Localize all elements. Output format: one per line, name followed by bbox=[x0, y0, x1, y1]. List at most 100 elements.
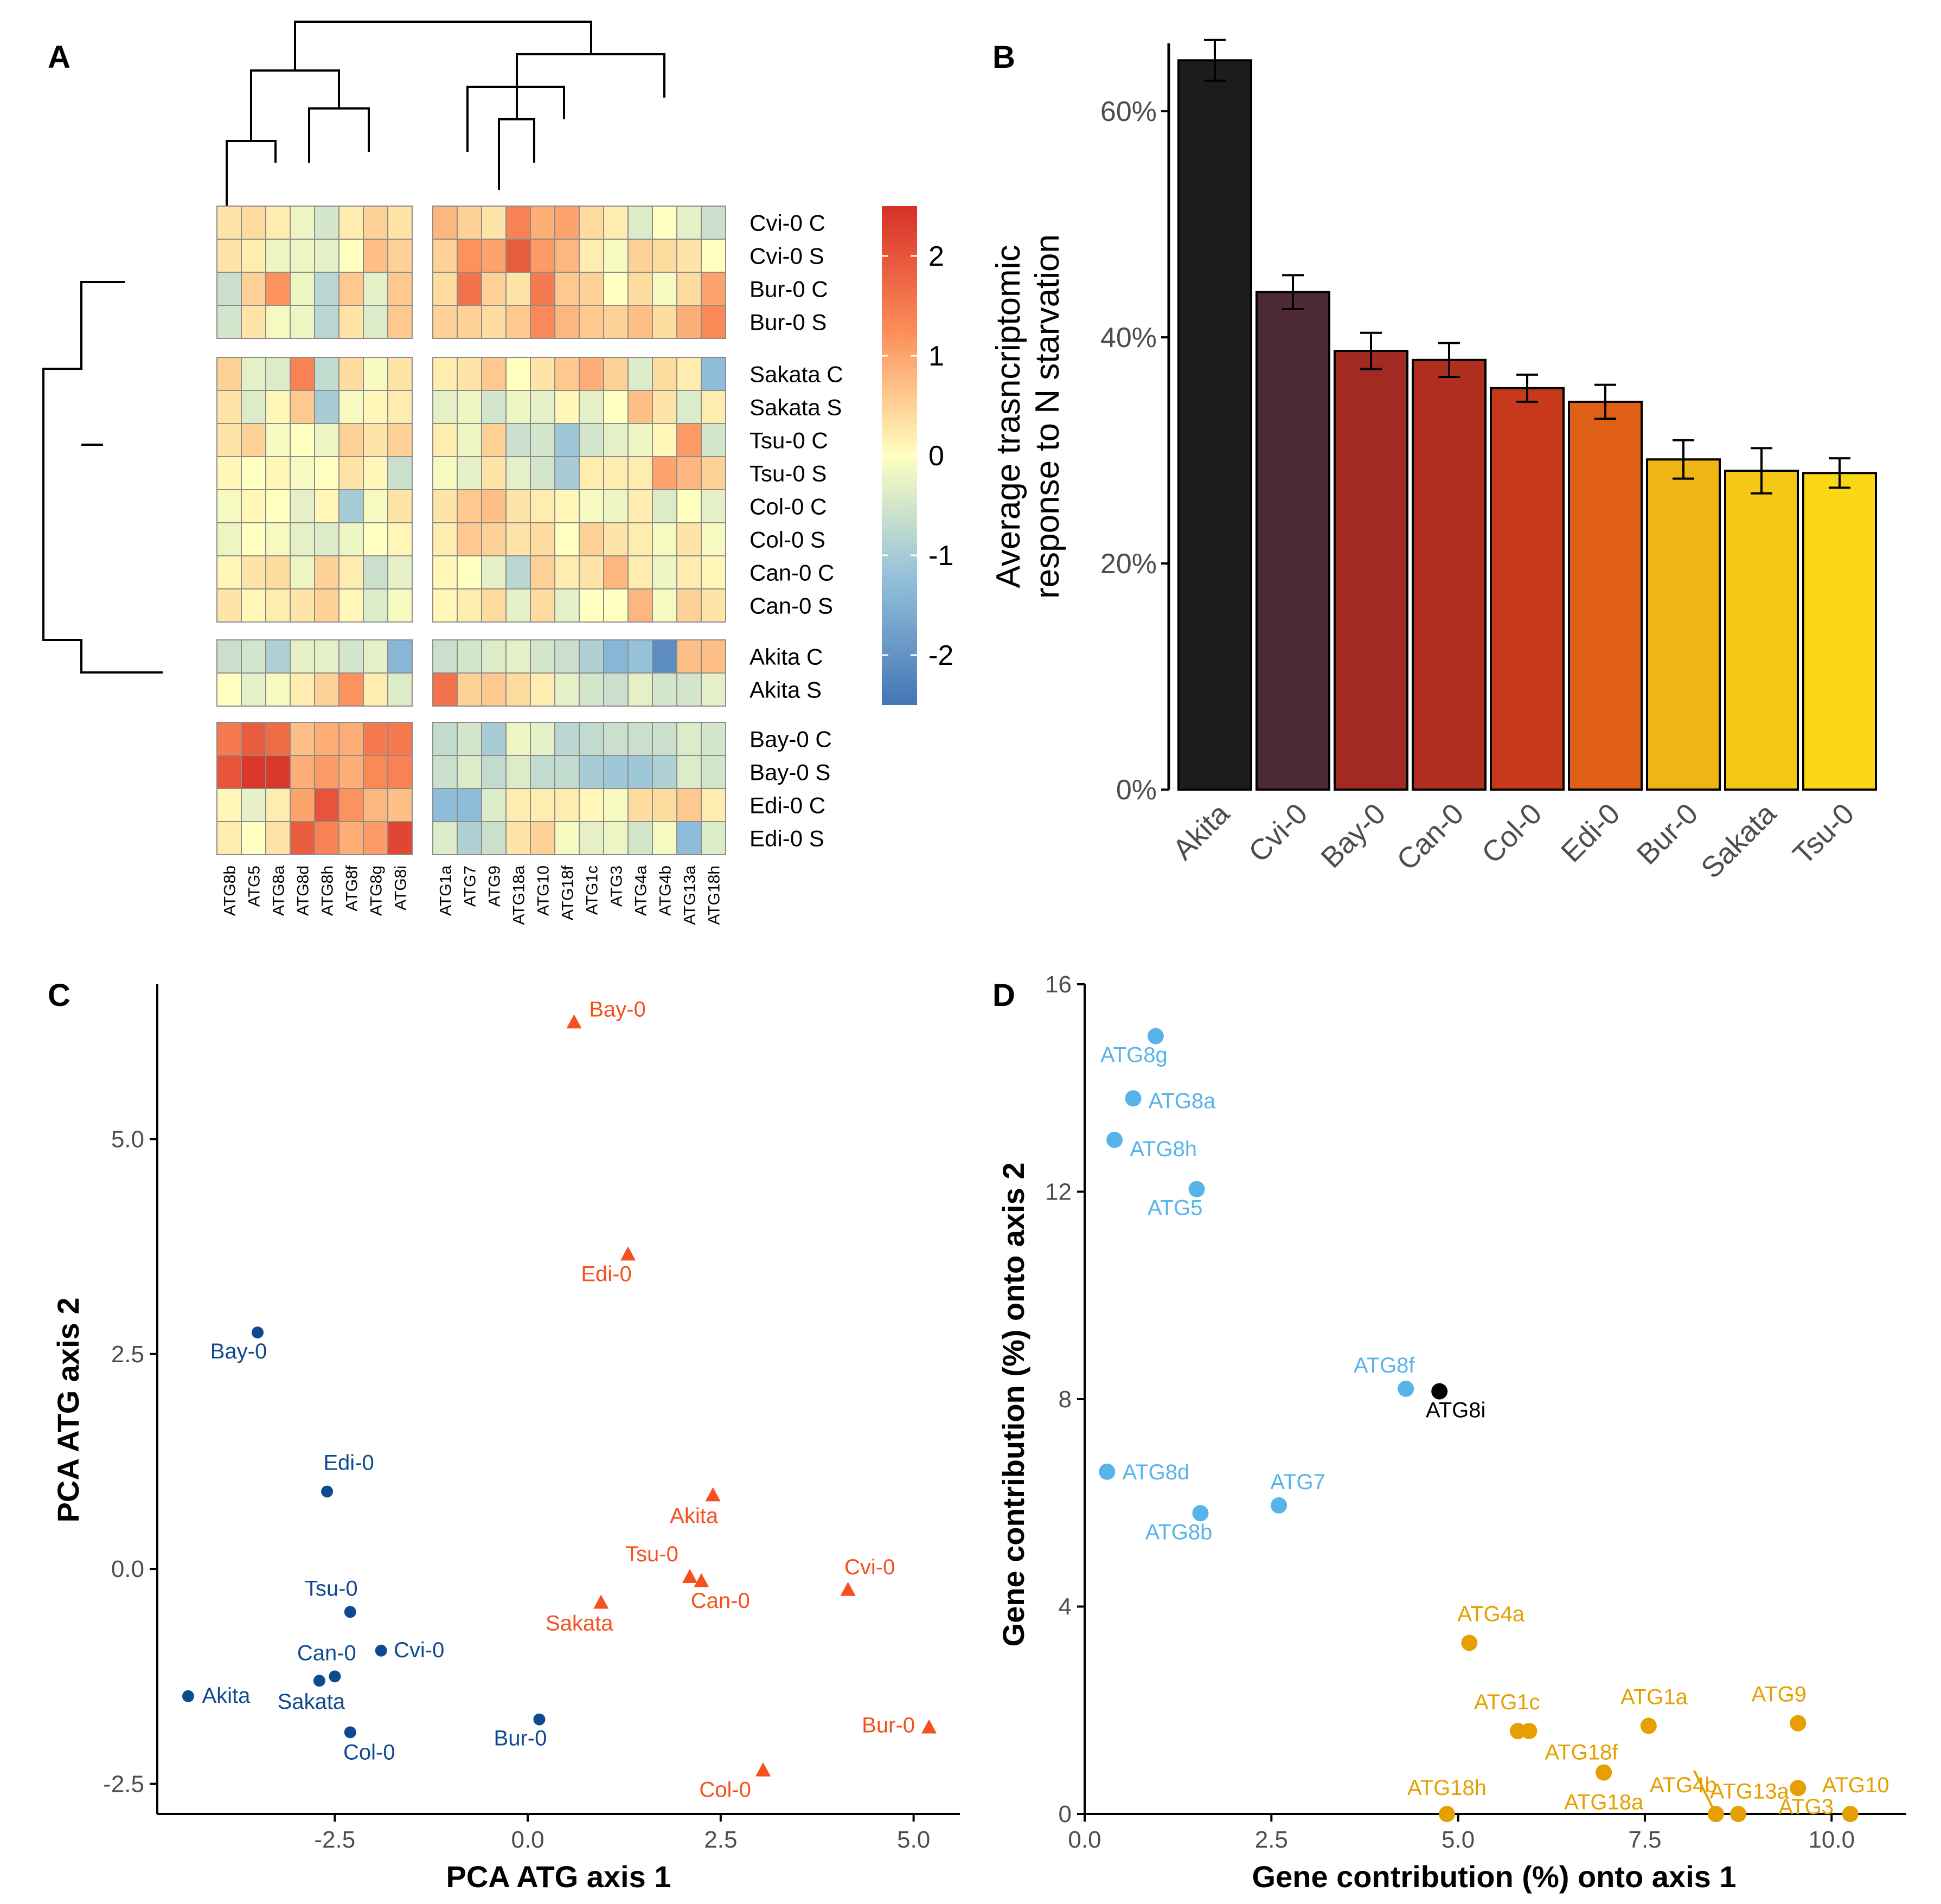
heatmap-row-label: Tsu-0 S bbox=[750, 461, 827, 486]
panel-b-y-tick-label: 0% bbox=[1116, 774, 1157, 806]
panel-d-xlabel: Gene contribution (%) onto axis 1 bbox=[1252, 1860, 1737, 1894]
heatmap-cell bbox=[505, 272, 531, 306]
heatmap-cell bbox=[530, 821, 555, 855]
heatmap-cell bbox=[652, 555, 677, 589]
heatmap-cell bbox=[387, 588, 413, 623]
panel-b-error-bar bbox=[1673, 439, 1694, 480]
heatmap-cell bbox=[265, 206, 291, 240]
heatmap-cell bbox=[387, 722, 413, 756]
heatmap-cell bbox=[216, 555, 242, 589]
heatmap-cell bbox=[481, 206, 507, 240]
panel-d-x-tick-label: 7.5 bbox=[1628, 1826, 1661, 1853]
heatmap-cell bbox=[652, 672, 677, 707]
heatmap-cell bbox=[363, 788, 388, 822]
panel-d-y-tick-label: 16 bbox=[1045, 971, 1072, 998]
heatmap-cell bbox=[265, 755, 291, 789]
heatmap-cell bbox=[457, 239, 482, 273]
heatmap-cell bbox=[363, 423, 388, 457]
heatmap-cell bbox=[530, 489, 555, 523]
heatmap-cell bbox=[457, 357, 482, 391]
heatmap-cell bbox=[265, 555, 291, 589]
heatmap-cell bbox=[603, 755, 629, 789]
heatmap-cell bbox=[265, 672, 291, 707]
heatmap-cell bbox=[457, 206, 482, 240]
heatmap-cell bbox=[481, 272, 507, 306]
heatmap-cell bbox=[554, 639, 580, 674]
heatmap-cell bbox=[603, 305, 629, 339]
heatmap-cell bbox=[579, 821, 604, 855]
heatmap-cell bbox=[627, 305, 653, 339]
panel-c-point-control bbox=[313, 1675, 325, 1687]
heatmap-cell bbox=[481, 489, 507, 523]
heatmap-cell bbox=[579, 722, 604, 756]
heatmap-cell bbox=[530, 305, 555, 339]
heatmap-cell bbox=[338, 272, 364, 306]
heatmap-cell bbox=[387, 206, 413, 240]
heatmap-cell bbox=[314, 639, 339, 674]
panel-d-point-label: ATG1c bbox=[1474, 1690, 1540, 1714]
heatmap-cell bbox=[290, 423, 315, 457]
heatmap-cell bbox=[554, 305, 580, 339]
heatmap-cell bbox=[652, 390, 677, 424]
heatmap-cell bbox=[676, 357, 702, 391]
panel-d-label: D bbox=[992, 978, 1015, 1013]
panel-b-error-bar bbox=[1751, 447, 1772, 495]
heatmap-cell bbox=[530, 588, 555, 623]
heatmap-cell bbox=[457, 821, 482, 855]
heatmap-column-label: ATG4b bbox=[657, 866, 675, 916]
heatmap-row-label: Can-0 S bbox=[750, 593, 833, 619]
heatmap-cell bbox=[290, 305, 315, 339]
heatmap-cell bbox=[603, 423, 629, 457]
panel-c-point-starvation bbox=[682, 1568, 697, 1583]
heatmap-cell bbox=[701, 821, 726, 855]
heatmap-cell bbox=[627, 489, 653, 523]
heatmap-cell bbox=[314, 821, 339, 855]
column-dendrogram bbox=[226, 21, 665, 206]
heatmap-cell bbox=[216, 522, 242, 556]
heatmap-cell bbox=[530, 522, 555, 556]
heatmap-cell bbox=[505, 357, 531, 391]
heatmap-row-label: Tsu-0 C bbox=[750, 428, 828, 453]
heatmap-cell bbox=[579, 639, 604, 674]
heatmap-cell bbox=[457, 555, 482, 589]
heatmap-cell bbox=[652, 821, 677, 855]
heatmap-cell bbox=[554, 456, 580, 490]
heatmap-cell bbox=[505, 588, 531, 623]
panel-c-point-label: Edi-0 bbox=[581, 1262, 631, 1286]
heatmap-cell bbox=[432, 672, 458, 707]
panel-c-point-starvation bbox=[705, 1487, 721, 1502]
heatmap-row-label: Bur-0 S bbox=[750, 310, 827, 335]
heatmap-cell bbox=[505, 305, 531, 339]
heatmap-cell bbox=[554, 390, 580, 424]
heatmap-cell bbox=[290, 722, 315, 756]
heatmap-cell bbox=[701, 672, 726, 707]
heatmap-column-label: ATG8b bbox=[221, 866, 239, 916]
panel-c-point-label: Tsu-0 bbox=[305, 1576, 358, 1600]
heatmap-cell bbox=[676, 755, 702, 789]
panel-d-y-tick-label: 8 bbox=[1059, 1386, 1072, 1413]
panel-b-bar bbox=[1724, 470, 1799, 791]
panel-d-point-label: ATG3 bbox=[1779, 1795, 1834, 1819]
heatmap-cell bbox=[554, 272, 580, 306]
heatmap-cell bbox=[363, 522, 388, 556]
heatmap-cell bbox=[338, 821, 364, 855]
heatmap-cell bbox=[457, 305, 482, 339]
panel-c-point-starvation bbox=[694, 1573, 709, 1587]
heatmap-cell bbox=[676, 788, 702, 822]
panel-b-error-bar bbox=[1594, 383, 1616, 420]
colorbar: 2 1 0 -1 -2 bbox=[882, 206, 953, 705]
heatmap-cell bbox=[363, 206, 388, 240]
panel-c-x-tick-label: 0.0 bbox=[511, 1826, 544, 1853]
heatmap-cell bbox=[505, 456, 531, 490]
heatmap-cell bbox=[241, 821, 266, 855]
heatmap-cell bbox=[676, 821, 702, 855]
heatmap-cell bbox=[363, 357, 388, 391]
heatmap-column-label: ATG7 bbox=[462, 866, 479, 907]
heatmap-cell bbox=[363, 390, 388, 424]
panel-c-point-control bbox=[533, 1713, 546, 1726]
panel-b-bar bbox=[1412, 358, 1487, 791]
panel-c-point-starvation bbox=[840, 1581, 856, 1596]
heatmap-cell bbox=[652, 639, 677, 674]
heatmap-cell bbox=[457, 722, 482, 756]
heatmap-cell bbox=[265, 390, 291, 424]
